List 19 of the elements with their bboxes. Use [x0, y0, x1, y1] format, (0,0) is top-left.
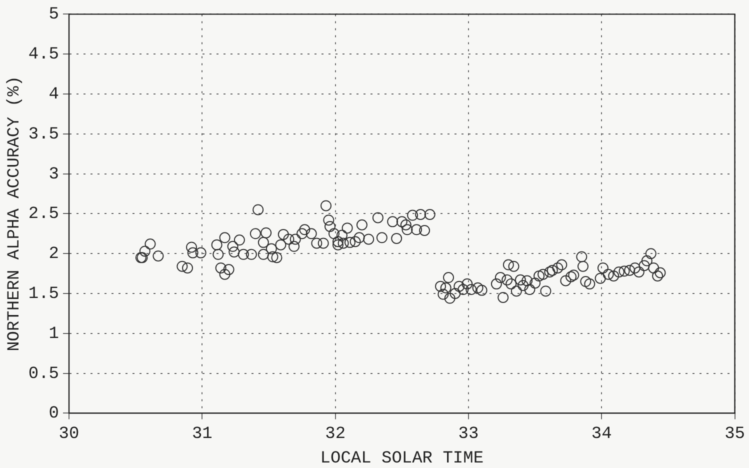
y-tick-label: 1: [48, 324, 60, 344]
y-tick-label: 4: [48, 86, 60, 104]
y-tick-label: 5: [48, 6, 60, 25]
x-tick-label: 34: [591, 424, 612, 444]
x-tick-label: 33: [458, 424, 479, 444]
y-tick-label: 0: [48, 404, 60, 424]
x-tick-label: 30: [58, 424, 80, 444]
x-tick-label: 32: [325, 424, 346, 444]
y-axis-title: NORTHERN ALPHA ACCURACY (%): [6, 76, 25, 352]
x-tick-label: 31: [192, 424, 212, 444]
x-tick-label: 35: [724, 424, 745, 444]
y-tick-label: 2: [48, 245, 60, 264]
x-axis-title: LOCAL SOLAR TIME: [320, 449, 484, 468]
y-tick-label: 2.5: [28, 205, 60, 224]
y-tick-label: 1.5: [28, 285, 60, 304]
y-tick-label: 4.5: [28, 46, 60, 65]
y-tick-label: 3.5: [28, 125, 60, 144]
y-tick-label: 0.5: [28, 364, 60, 384]
y-tick-label: 3: [48, 165, 60, 184]
